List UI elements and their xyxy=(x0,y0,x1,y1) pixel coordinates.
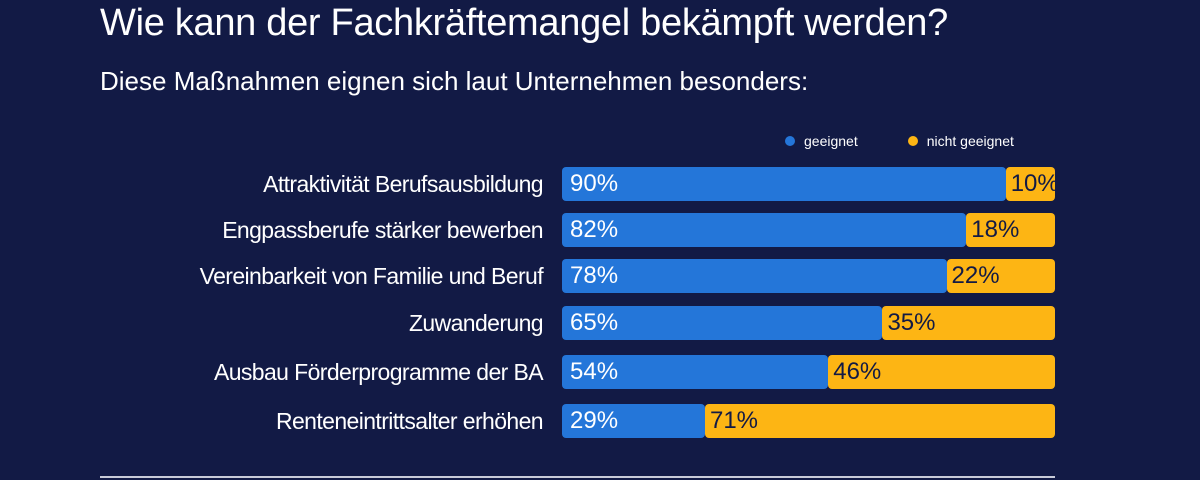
bar-row: Engpassberufe stärker bewerben 82% 18% xyxy=(0,213,1200,247)
legend-item-geeignet: geeignet xyxy=(785,133,858,149)
bar-geeignet: 65% xyxy=(562,306,883,340)
bar-nicht-geeignet: 18% xyxy=(966,213,1055,247)
bar-nicht-geeignet: 35% xyxy=(882,306,1055,340)
bar-row: Zuwanderung 65% 35% xyxy=(0,306,1200,340)
bar-row: Renteneintrittsalter erhöhen 29% 71% xyxy=(0,404,1200,438)
legend-label: geeignet xyxy=(804,133,858,149)
bar-nicht-geeignet: 10% xyxy=(1005,167,1055,201)
bar-geeignet: 90% xyxy=(562,167,1006,201)
bar-row: Attraktivität Berufsausbildung 90% 10% xyxy=(0,167,1200,201)
category-label: Zuwanderung xyxy=(408,310,544,336)
legend-dot-icon xyxy=(785,136,795,146)
chart-subtitle: Diese Maßnahmen eignen sich laut Unterne… xyxy=(100,66,809,96)
bar-row: Vereinbarkeit von Familie und Beruf 78% 22… xyxy=(0,259,1200,293)
bar-geeignet: 82% xyxy=(562,213,967,247)
bar-geeignet: 29% xyxy=(562,404,705,438)
category-label: Renteneintrittsalter erhöhen xyxy=(275,408,544,434)
category-label: Vereinbarkeit von Familie und Beruf xyxy=(199,263,544,289)
category-label: Engpassberufe stärker bewerben xyxy=(222,217,543,243)
category-label: Ausbau Förderprogramme der BA xyxy=(213,359,544,385)
bar-geeignet: 54% xyxy=(562,355,829,389)
chart-title: Wie kann der Fachkräftemangel bekämpft w… xyxy=(100,2,948,44)
divider xyxy=(100,476,1055,478)
legend-item-nicht-geeignet: nicht geeignet xyxy=(907,133,1014,149)
legend-dot-icon xyxy=(907,136,918,146)
bar-row: Ausbau Förderprogramme der BA 54% 46% xyxy=(0,355,1200,389)
legend-label: nicht geeignet xyxy=(926,133,1014,149)
bar-nicht-geeignet: 71% xyxy=(704,404,1055,438)
bar-nicht-geeignet: 22% xyxy=(946,259,1055,293)
legend: geeignet nicht geeignet xyxy=(785,133,1014,149)
bar-nicht-geeignet: 46% xyxy=(828,355,1055,389)
bar-geeignet: 78% xyxy=(562,259,947,293)
category-label: Attraktivität Berufsausbildung xyxy=(263,171,543,197)
